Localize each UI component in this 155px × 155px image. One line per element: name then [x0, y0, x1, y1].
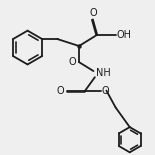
Text: NH: NH: [96, 68, 110, 78]
Text: OH: OH: [117, 30, 132, 40]
Text: O: O: [68, 57, 76, 67]
Text: O: O: [102, 86, 109, 95]
Text: O: O: [57, 86, 64, 95]
Text: O: O: [89, 8, 97, 18]
